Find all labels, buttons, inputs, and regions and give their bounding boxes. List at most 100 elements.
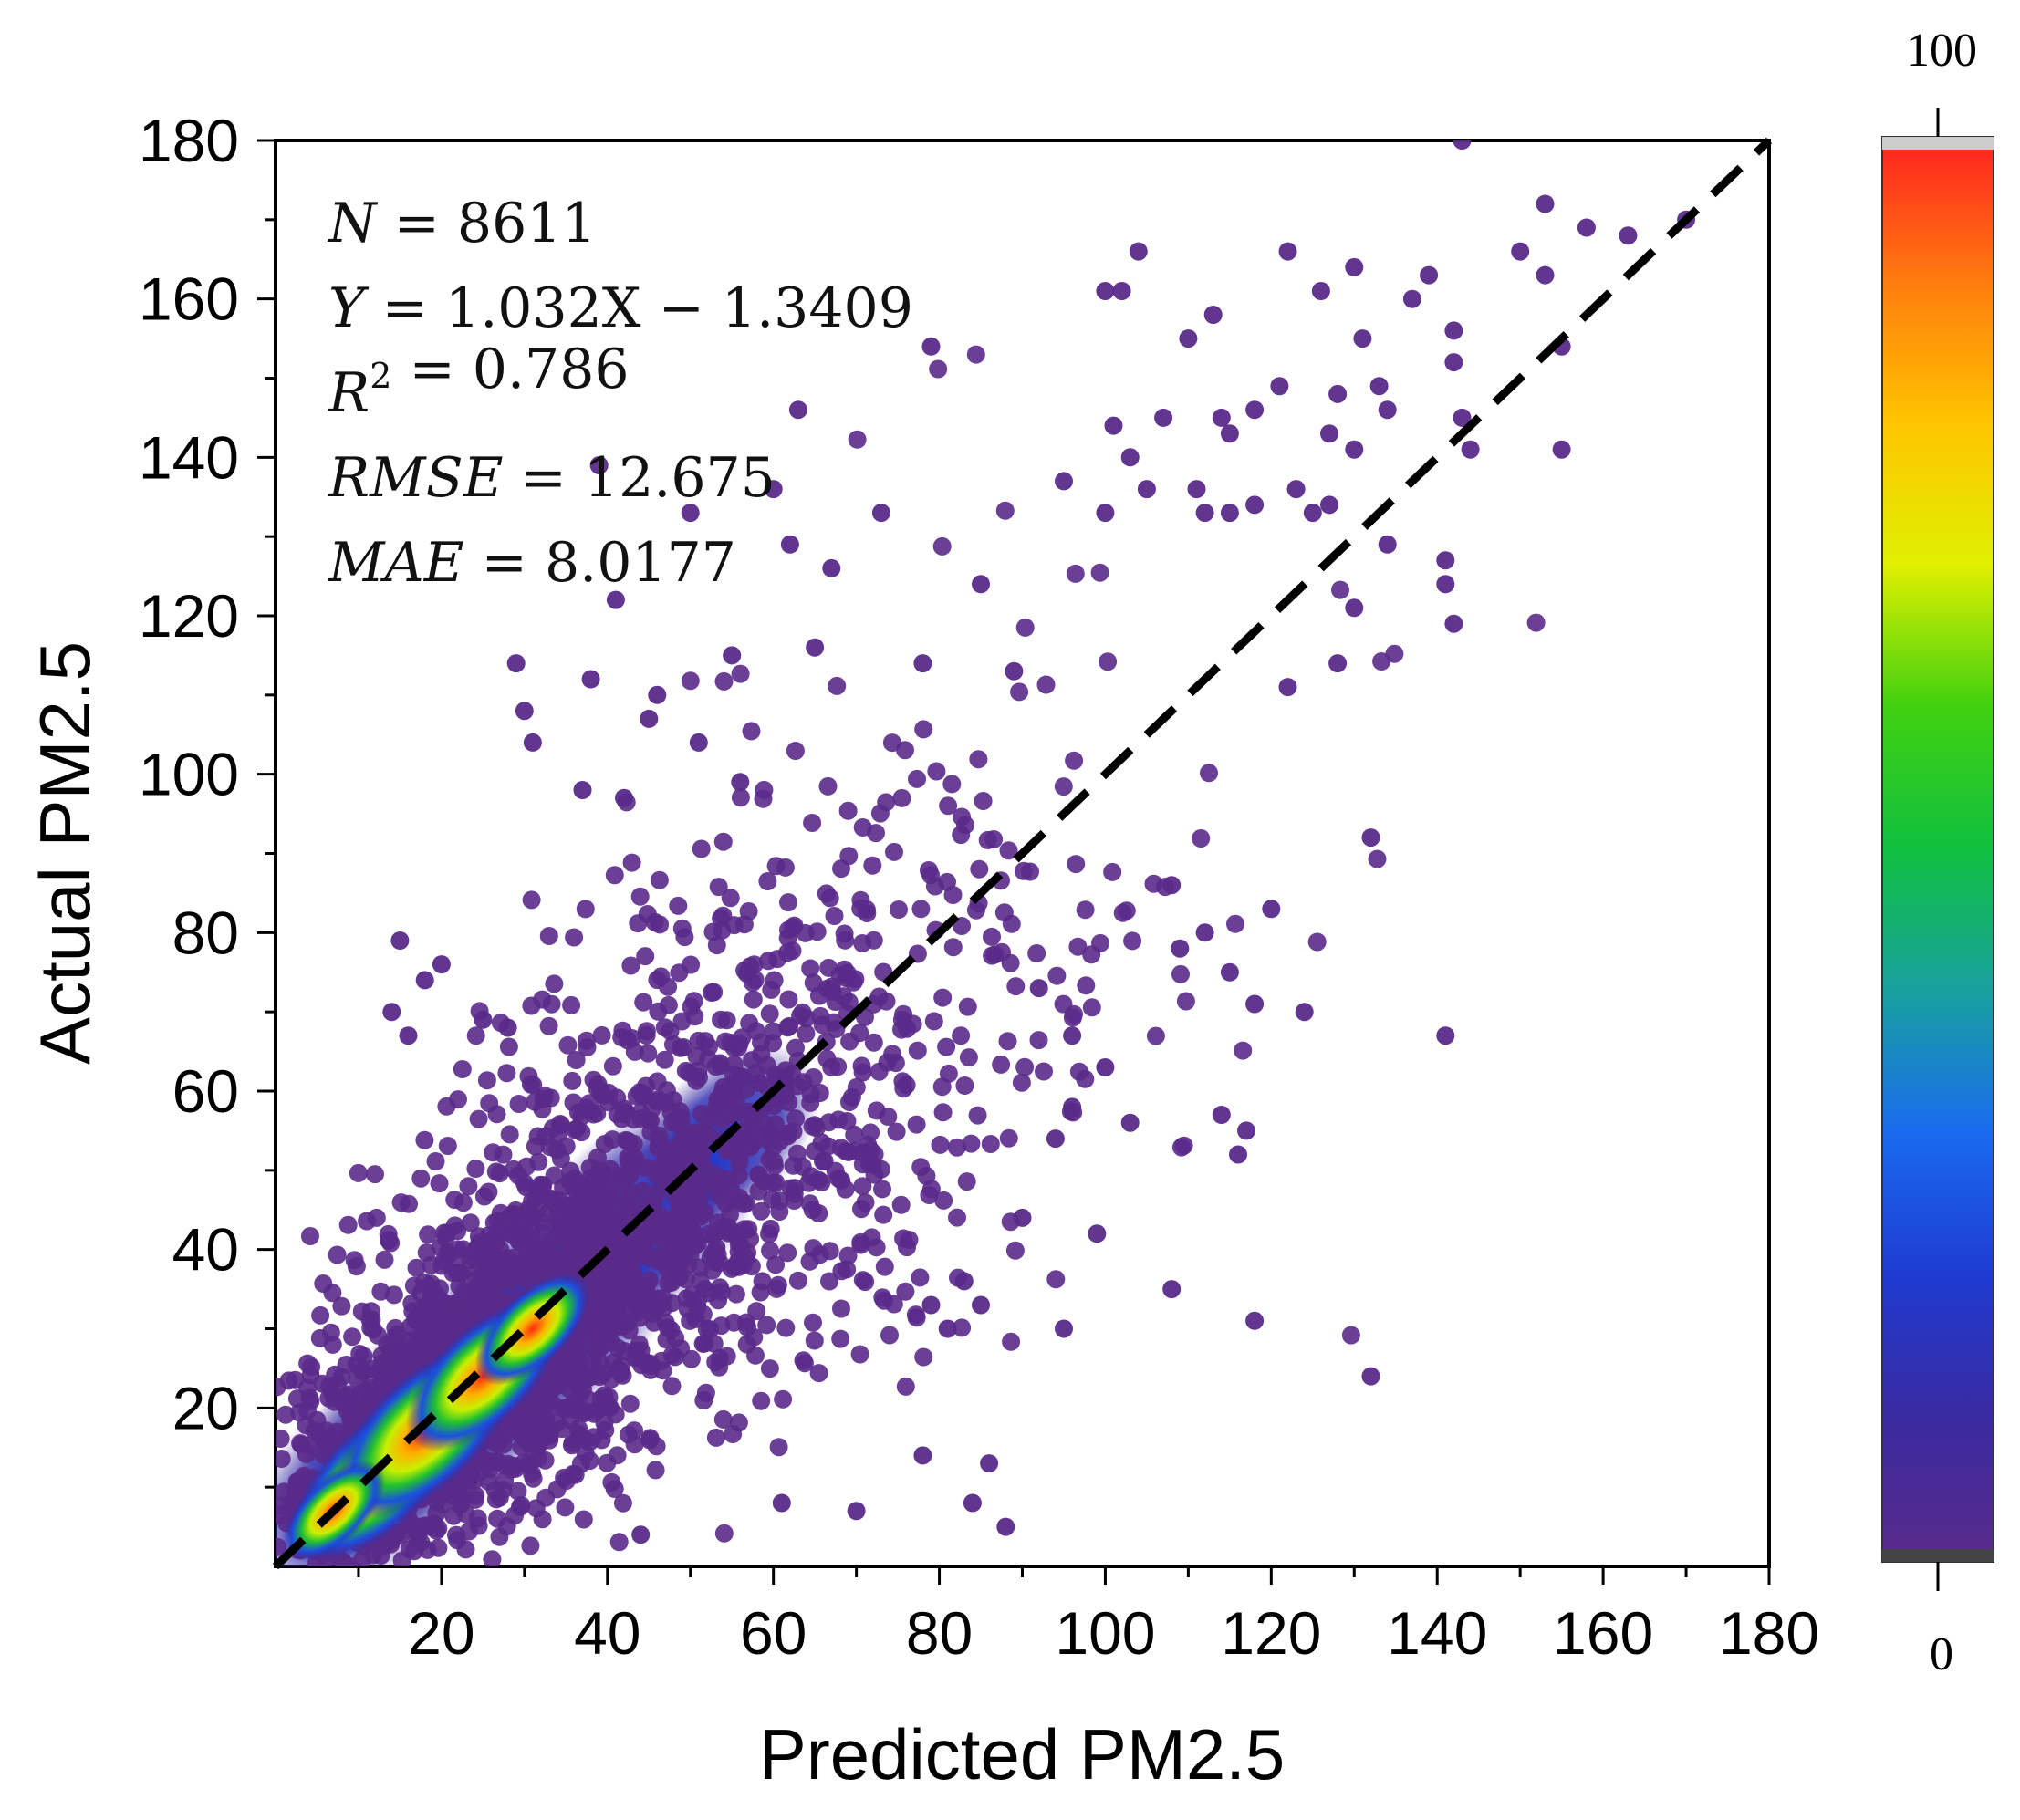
scatter-point	[966, 345, 985, 364]
scatter-point	[621, 956, 640, 975]
scatter-point	[1002, 1332, 1021, 1351]
scatter-point	[658, 1318, 677, 1337]
scatter-point	[630, 1083, 650, 1102]
scatter-point	[769, 1438, 788, 1457]
scatter-point	[788, 400, 807, 420]
scatter-point	[731, 773, 750, 792]
scatter-point	[1047, 966, 1067, 985]
scatter-point	[617, 1103, 635, 1121]
scatter-point	[369, 1363, 388, 1381]
scatter-point	[1226, 914, 1244, 933]
scatter-point	[416, 1308, 435, 1327]
x-tick-label: 140	[1387, 1599, 1487, 1667]
scatter-point	[469, 1109, 488, 1128]
scatter-point	[609, 1533, 629, 1552]
scatter-point	[896, 1377, 915, 1396]
scatter-point	[1453, 140, 1472, 150]
scatter-point	[508, 1482, 527, 1501]
stat-line: R2 = 0.786	[328, 338, 630, 425]
scatter-point	[937, 1037, 956, 1056]
scatter-point	[613, 1366, 632, 1385]
scatter-point	[874, 1291, 893, 1310]
scatter-point	[477, 1071, 496, 1090]
scatter-point	[546, 1397, 565, 1416]
scatter-point	[807, 922, 827, 941]
scatter-point	[1096, 1058, 1115, 1076]
scatter-point	[640, 709, 659, 728]
scatter-point	[453, 1060, 472, 1078]
y-tick-label: 180	[139, 107, 239, 174]
scatter-point	[429, 1519, 448, 1538]
scatter-point	[1234, 1041, 1253, 1060]
scatter-point	[776, 1318, 796, 1337]
scatter-point	[804, 1313, 822, 1332]
scatter-point	[358, 1212, 377, 1231]
scatter-point	[488, 1212, 507, 1230]
scatter-point	[758, 872, 777, 890]
scatter-point	[314, 1274, 333, 1293]
scatter-point	[1303, 504, 1322, 523]
scatter-point	[328, 1245, 347, 1264]
scatter-point	[953, 807, 971, 827]
scatter-point	[300, 1388, 319, 1408]
scatter-point	[832, 859, 850, 879]
scatter-point	[712, 1316, 731, 1336]
y-tick-label: 100	[139, 741, 239, 808]
scatter-point	[780, 535, 799, 554]
scatter-point	[1420, 265, 1439, 285]
scatter-point	[592, 1025, 611, 1045]
scatter-point	[1453, 408, 1472, 427]
scatter-point	[323, 1335, 342, 1354]
scatter-point	[697, 1319, 716, 1338]
scatter-point	[1361, 1367, 1380, 1386]
scatter-point	[713, 1084, 732, 1103]
scatter-point	[970, 859, 989, 879]
scatter-point	[908, 1041, 927, 1060]
scatter-point	[774, 1389, 793, 1409]
scatter-point	[568, 1103, 588, 1122]
scatter-point	[840, 1093, 859, 1111]
scatter-point	[648, 685, 667, 704]
scatter-point	[913, 654, 932, 673]
scatter-point	[565, 928, 584, 947]
scatter-point	[298, 1354, 318, 1373]
scatter-point	[1245, 400, 1265, 420]
scatter-point	[1113, 903, 1132, 922]
stat-variable: RMSE	[328, 446, 504, 510]
scatter-point	[713, 920, 732, 940]
scatter-point	[1096, 504, 1115, 523]
scatter-point	[963, 1493, 982, 1513]
scatter-point	[761, 1241, 779, 1260]
scatter-point	[535, 1243, 554, 1263]
scatter-point	[504, 1418, 523, 1437]
scatter-point	[276, 1430, 290, 1448]
scatter-point	[921, 337, 941, 356]
scatter-point	[969, 750, 988, 769]
scatter-point	[828, 676, 847, 695]
scatter-point	[426, 1152, 445, 1170]
scatter-point	[276, 1405, 296, 1424]
scatter-point	[438, 1243, 457, 1262]
scatter-point	[1015, 1057, 1035, 1076]
scatter-point	[569, 1377, 588, 1396]
scatter-point	[667, 1114, 686, 1133]
scatter-point	[1029, 1031, 1048, 1050]
scatter-point	[481, 1237, 500, 1256]
scatter-point	[663, 1228, 682, 1246]
scatter-point	[438, 1137, 457, 1155]
scatter-point	[397, 1352, 416, 1371]
scatter-point	[746, 1064, 765, 1083]
scatter-point	[767, 1279, 786, 1298]
scatter-point	[371, 1546, 390, 1565]
scatter-point	[545, 974, 564, 993]
scatter-point	[1245, 1311, 1265, 1330]
scatter-point	[606, 590, 625, 609]
scatter-point	[955, 1076, 974, 1095]
x-tick-label: 160	[1553, 1599, 1653, 1667]
scatter-point	[831, 1329, 850, 1348]
scatter-point	[804, 1068, 823, 1087]
scatter-point	[761, 1219, 780, 1238]
colorbar-gradient	[1881, 136, 1994, 1563]
scatter-point	[739, 902, 758, 920]
